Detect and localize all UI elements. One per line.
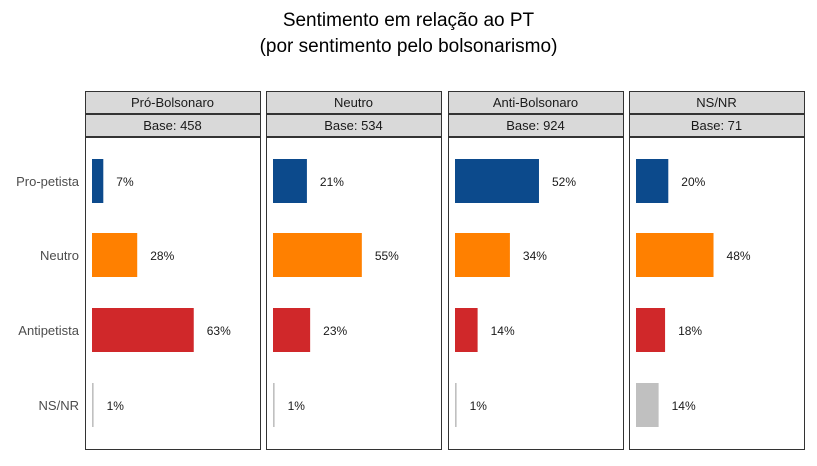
panel-frame	[448, 137, 624, 450]
panel-header-strip	[85, 91, 261, 114]
bar-value-label: 14%	[672, 399, 696, 413]
bar-value-label: 20%	[681, 175, 705, 189]
bar-pro-petista	[92, 159, 104, 203]
category-label: NS/NR	[39, 398, 79, 413]
bar-antipetista	[92, 308, 194, 352]
category-label: Neutro	[40, 248, 79, 263]
bar-pro-petista	[636, 159, 669, 203]
panel-base-strip	[85, 114, 261, 137]
bar-value-label: 34%	[523, 249, 547, 263]
bar-value-label: 1%	[470, 399, 488, 413]
bar-ns-nr	[273, 383, 275, 427]
bar-antipetista	[273, 308, 311, 352]
bar-value-label: 1%	[107, 399, 125, 413]
panel-base-label: Base: 458	[143, 118, 202, 133]
bar-value-label: 18%	[678, 324, 702, 338]
bar-pro-petista	[273, 159, 307, 203]
panel-header-label: Pró-Bolsonaro	[131, 95, 214, 110]
panel-frame	[266, 137, 442, 450]
bar-neutro	[273, 233, 362, 277]
bar-value-label: 14%	[491, 324, 515, 338]
bar-neutro	[455, 233, 510, 277]
bar-antipetista	[455, 308, 478, 352]
bar-value-label: 52%	[552, 175, 576, 189]
bar-antipetista	[636, 308, 666, 352]
panel-header-strip	[629, 91, 805, 114]
bar-ns-nr	[636, 383, 659, 427]
category-label: Pro-petista	[16, 174, 80, 189]
bar-value-label: 63%	[207, 324, 231, 338]
panel-header-label: NS/NR	[696, 95, 736, 110]
bar-neutro	[92, 233, 138, 277]
panel-base-strip	[629, 114, 805, 137]
panel-base-label: Base: 71	[691, 118, 742, 133]
chart-title: Sentimento em relação ao PT	[282, 10, 535, 31]
bar-value-label: 48%	[727, 249, 751, 263]
bar-value-label: 7%	[116, 175, 134, 189]
panel-base-label: Base: 534	[324, 118, 383, 133]
bar-pro-petista	[455, 159, 539, 203]
bar-value-label: 55%	[375, 249, 399, 263]
panel-frame	[629, 137, 805, 450]
panel-frame	[85, 137, 261, 450]
panel-header-strip	[266, 91, 442, 114]
panel-base-strip	[448, 114, 624, 137]
panel-header-label: Anti-Bolsonaro	[493, 95, 578, 110]
panel-header-strip	[448, 91, 624, 114]
panel-base-label: Base: 924	[506, 118, 565, 133]
bar-neutro	[636, 233, 714, 277]
panel-base-strip	[266, 114, 442, 137]
bar-ns-nr	[92, 383, 94, 427]
category-label: Antipetista	[18, 323, 79, 338]
bar-value-label: 1%	[288, 399, 306, 413]
panel-header-label: Neutro	[334, 95, 373, 110]
bar-value-label: 23%	[323, 324, 347, 338]
bar-value-label: 28%	[150, 249, 174, 263]
bar-value-label: 21%	[320, 175, 344, 189]
chart-subtitle: (por sentimento pelo bolsonarismo)	[259, 36, 558, 57]
bar-ns-nr	[455, 383, 457, 427]
